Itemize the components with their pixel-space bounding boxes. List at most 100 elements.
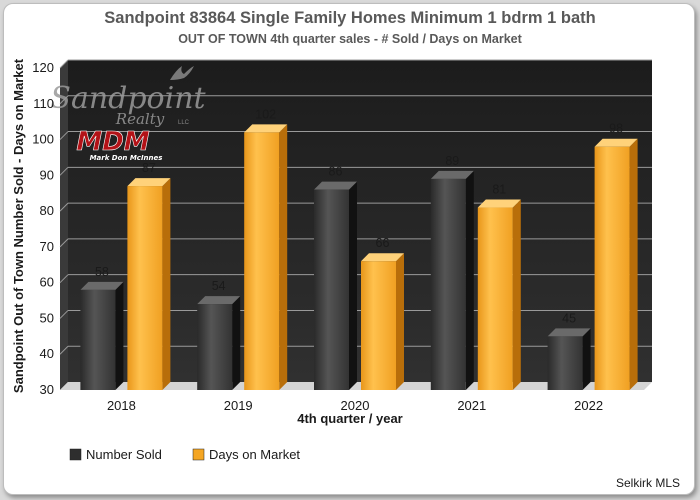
gridline-side: [59, 345, 69, 355]
x-tick-label: 2021: [457, 398, 486, 413]
bar-days-on-market-2020: [361, 253, 404, 390]
data-label: 87: [142, 161, 156, 175]
data-label: 58: [95, 265, 109, 279]
data-label: 54: [212, 279, 226, 293]
bar-face: [361, 261, 396, 390]
bar-days-on-market-2021: [477, 199, 521, 390]
y-tick-label: 30: [40, 382, 54, 397]
x-axis-ticks: 2018 2019 2020 2021 2022: [107, 398, 603, 413]
bars: [80, 124, 638, 391]
y-tick-label: 110: [33, 96, 54, 111]
logo-sub: Realty: [115, 110, 165, 128]
x-tick-label: 2019: [224, 398, 253, 413]
bar-face: [477, 207, 513, 390]
bar-face: [244, 132, 280, 390]
gridline-side: [59, 166, 69, 176]
data-label: 66: [376, 236, 390, 250]
plot-side-wall: [60, 60, 68, 390]
mdm-name: Mark Don McInnes: [90, 154, 163, 162]
source-note: Selkirk MLS: [616, 476, 680, 490]
logo-tm: LLC: [178, 120, 190, 126]
x-axis-label: 4th quarter / year: [297, 411, 403, 426]
data-label: 98: [609, 122, 623, 136]
bar-face: [430, 178, 466, 390]
bar-top: [244, 124, 288, 133]
bar-side: [396, 253, 404, 390]
mdm-logo: MDM Mark Don McInnes: [76, 127, 162, 162]
bar-number-sold-2019: [197, 296, 241, 390]
y-axis-ticks: 30 40 50 60 70 80 90 100 110 120: [32, 60, 54, 397]
mdm-mark: MDM: [76, 127, 149, 157]
bar-days-on-market-2019: [244, 124, 288, 391]
y-axis-label: Sandpoint Out of Town Number Sold - Days…: [11, 58, 26, 393]
y-tick-label: 80: [40, 203, 54, 218]
y-tick-label: 120: [32, 60, 54, 75]
data-label: 89: [445, 154, 459, 168]
bar-side: [582, 328, 591, 390]
legend-item-number-sold: Number Sold: [69, 447, 162, 462]
bar-top: [430, 170, 474, 179]
gridline-side: [59, 310, 69, 319]
chart-title: Sandpoint 83864 Single Family Homes Mini…: [104, 9, 595, 27]
legend-item-days-on-market: Days on Market: [192, 447, 300, 462]
data-labels: 58 87 54 102 86 66 89 81 45 98: [95, 107, 623, 325]
bar-side: [232, 296, 241, 390]
bar-top: [547, 328, 591, 337]
bar-top: [594, 138, 638, 147]
bar-face: [127, 186, 163, 390]
bar-top: [477, 199, 521, 208]
gridline-side: [59, 274, 69, 284]
y-tick-label: 50: [40, 310, 54, 325]
logo-text: Sandpoint: [50, 81, 206, 116]
bar-number-sold-2021: [430, 170, 474, 390]
gridline-side: [59, 202, 69, 212]
bar-side: [115, 281, 124, 390]
bar-face: [197, 304, 233, 390]
gridline-side: [59, 131, 69, 140]
bar-side: [512, 199, 521, 390]
legend-label: Number Sold: [86, 447, 162, 462]
bar-side: [162, 178, 171, 390]
data-label: 86: [329, 165, 343, 179]
bar-face: [80, 289, 116, 390]
legend-label: Days on Market: [209, 447, 300, 462]
y-tick-label: 40: [40, 346, 54, 361]
bar-top: [197, 296, 241, 305]
gridline-side: [59, 95, 69, 105]
bar-side: [629, 138, 638, 390]
x-tick-label: 2018: [107, 398, 136, 413]
bar-side: [465, 170, 474, 390]
gridline-side: [59, 238, 69, 248]
eagle-icon: [170, 66, 194, 80]
y-tick-label: 100: [32, 132, 54, 147]
bar-side: [279, 124, 288, 391]
sandpoint-realty-logo: Sandpoint Realty LLC: [50, 66, 207, 128]
bar-face: [314, 189, 349, 390]
legend: Number Sold Days on Market: [69, 447, 300, 462]
bar-number-sold-2020: [314, 181, 357, 390]
bar-days-on-market-2018: [127, 178, 171, 390]
x-tick-label: 2022: [574, 398, 603, 413]
bar-side: [349, 181, 357, 390]
y-tick-label: 70: [40, 239, 54, 254]
legend-swatch: [69, 448, 82, 461]
data-label: 102: [255, 107, 276, 121]
x-tick-label: 2020: [341, 398, 370, 413]
bar-number-sold-2018: [80, 281, 124, 390]
gridline-side: [59, 59, 69, 69]
chart-subtitle: OUT OF TOWN 4th quarter sales - # Sold /…: [178, 32, 522, 46]
bar-face: [547, 336, 583, 390]
bar-top: [314, 181, 357, 190]
bar-face: [594, 146, 630, 390]
y-tick-label: 90: [40, 167, 54, 182]
bar-days-on-market-2022: [594, 138, 638, 390]
bar-top: [80, 281, 124, 290]
data-label: 81: [492, 183, 506, 197]
data-label: 45: [562, 311, 576, 325]
legend-swatch: [192, 448, 205, 461]
bar-top: [127, 178, 171, 187]
bar-top: [361, 253, 404, 262]
y-tick-label: 60: [40, 275, 54, 290]
bar-number-sold-2022: [547, 328, 591, 390]
